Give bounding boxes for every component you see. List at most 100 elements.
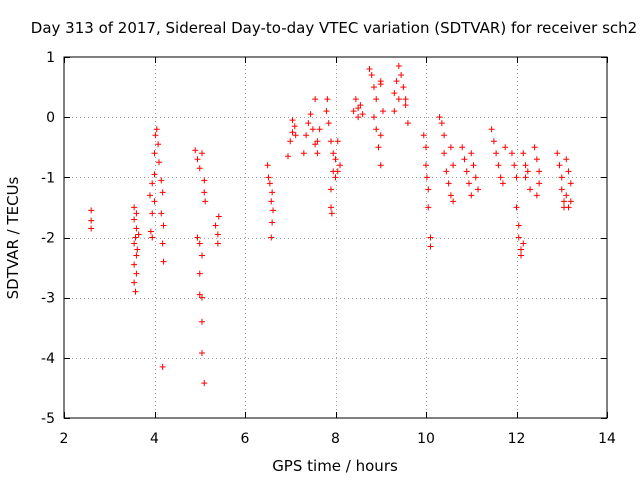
data-point <box>488 126 495 133</box>
data-point <box>334 138 341 145</box>
data-point <box>146 192 153 199</box>
data-point <box>199 294 206 301</box>
data-point <box>132 234 139 241</box>
data-point <box>196 291 203 298</box>
data-point <box>398 72 405 79</box>
data-point <box>269 219 276 226</box>
y-tick-label: -3 <box>41 291 55 307</box>
data-points <box>88 63 574 387</box>
data-point <box>395 63 402 70</box>
data-point <box>472 174 479 181</box>
data-point <box>135 231 142 238</box>
data-point <box>215 213 222 220</box>
data-point <box>447 192 454 199</box>
data-point <box>520 240 527 247</box>
data-point <box>88 225 95 232</box>
data-point <box>377 162 384 169</box>
data-point <box>159 240 166 247</box>
data-point <box>159 363 166 370</box>
data-point <box>292 132 299 139</box>
data-point <box>450 198 457 205</box>
data-point <box>202 198 209 205</box>
data-point <box>470 162 477 169</box>
data-point <box>289 129 296 136</box>
data-point <box>131 240 138 247</box>
y-tick-label: -5 <box>41 411 55 427</box>
data-point <box>324 96 331 103</box>
data-point <box>441 150 448 157</box>
data-point <box>558 174 565 181</box>
data-point <box>565 168 572 175</box>
data-point <box>391 108 398 115</box>
data-point <box>327 204 334 211</box>
data-point <box>134 246 141 253</box>
data-point <box>352 96 359 103</box>
data-point <box>533 156 540 163</box>
data-point <box>490 138 497 145</box>
data-point <box>199 252 206 259</box>
data-point <box>314 150 321 157</box>
data-point <box>214 240 221 247</box>
data-point <box>450 162 457 169</box>
data-point <box>380 108 387 115</box>
data-point <box>522 162 529 169</box>
data-point <box>373 96 380 103</box>
data-point <box>443 168 450 175</box>
data-point <box>468 150 475 157</box>
data-point <box>199 350 206 357</box>
data-point <box>327 186 334 193</box>
x-tick-label: 6 <box>241 431 250 447</box>
data-point <box>151 150 158 157</box>
data-point <box>495 162 502 169</box>
data-point <box>153 126 160 133</box>
data-point <box>196 165 203 172</box>
data-point <box>330 150 337 157</box>
data-point <box>393 78 400 85</box>
grid-lines <box>64 57 607 418</box>
data-point <box>303 132 310 139</box>
data-point <box>515 222 522 229</box>
data-point <box>332 156 339 163</box>
data-point <box>199 318 206 325</box>
data-point <box>445 180 452 187</box>
data-point <box>196 240 203 247</box>
y-tick-label: 1 <box>46 50 55 66</box>
x-tick-label: 2 <box>60 431 69 447</box>
data-point <box>269 189 276 196</box>
data-point <box>201 177 208 184</box>
plot-frame <box>63 56 608 419</box>
data-point <box>133 270 140 277</box>
data-point <box>151 171 158 178</box>
data-point <box>199 150 206 157</box>
data-point <box>459 144 466 151</box>
data-point <box>159 189 166 196</box>
data-point <box>423 174 430 181</box>
data-point <box>214 231 221 238</box>
x-tick-label: 10 <box>417 431 435 447</box>
data-point <box>316 126 323 133</box>
y-tick-label: -2 <box>41 231 55 247</box>
data-point <box>350 108 357 115</box>
y-axis-label: SDTVAR / TECUs <box>4 176 22 299</box>
data-point <box>438 120 445 127</box>
data-point <box>160 258 167 265</box>
data-point <box>436 114 443 121</box>
data-point <box>131 216 138 223</box>
data-point <box>268 198 275 205</box>
data-point <box>327 138 334 145</box>
data-point <box>265 174 272 181</box>
data-point <box>527 186 534 193</box>
data-point <box>212 222 219 229</box>
data-point <box>194 234 201 241</box>
data-point <box>334 168 341 175</box>
data-point <box>149 234 156 241</box>
data-point <box>461 156 468 163</box>
data-point <box>524 168 531 175</box>
y-tick-label: 0 <box>46 110 55 126</box>
axis-ticks <box>64 57 608 419</box>
data-point <box>423 144 429 151</box>
data-point <box>309 126 316 133</box>
data-point <box>291 123 298 130</box>
data-point <box>158 177 165 184</box>
